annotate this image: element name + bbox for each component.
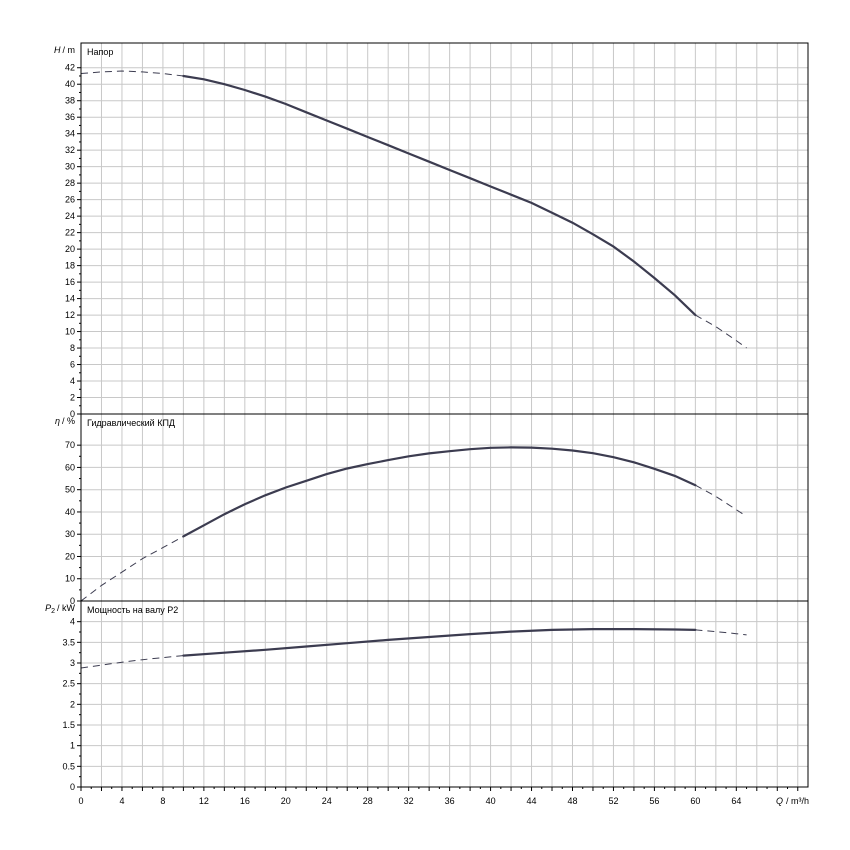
y-tick-label: 40 xyxy=(65,79,75,89)
x-tick-label: 64 xyxy=(731,796,741,806)
y-tick-label: 3 xyxy=(70,658,75,668)
x-tick-label: 12 xyxy=(199,796,209,806)
grid-layer xyxy=(81,43,808,787)
y-axis-symbol: P xyxy=(45,603,51,613)
y-tick-label: 42 xyxy=(65,63,75,73)
y-tick-label: 60 xyxy=(65,462,75,472)
x-tick-label: 56 xyxy=(649,796,659,806)
y-tick-label: 14 xyxy=(65,294,75,304)
panel-1-y-axis-label: H / m xyxy=(54,45,75,55)
y-tick-label: 6 xyxy=(70,360,75,370)
y-tick-label: 8 xyxy=(70,343,75,353)
panel-2-y-axis-label: η / % xyxy=(55,416,75,426)
panel-2-frame xyxy=(80,413,809,602)
x-tick-label: 4 xyxy=(119,796,124,806)
y-tick-label: 20 xyxy=(65,244,75,254)
y-tick-label: 40 xyxy=(65,507,75,517)
y-tick-label: 16 xyxy=(65,277,75,287)
y-tick-label: 20 xyxy=(65,551,75,561)
x-tick-label: 16 xyxy=(240,796,250,806)
y-tick-label: 26 xyxy=(65,195,75,205)
x-tick-label: 24 xyxy=(322,796,332,806)
y-tick-label: 0 xyxy=(70,596,75,606)
panel-2-curve-segment-1-dashed xyxy=(80,535,184,602)
ticks-layer xyxy=(77,67,799,791)
x-tick-label: 28 xyxy=(363,796,373,806)
y-axis-symbol: η xyxy=(55,416,60,426)
panel-1-curve-segment-1-dashed xyxy=(80,70,184,77)
y-tick-label: 30 xyxy=(65,162,75,172)
y-tick-label: 38 xyxy=(65,96,75,106)
x-tick-label: 40 xyxy=(486,796,496,806)
y-axis-unit: / m xyxy=(63,45,76,55)
curves-layer xyxy=(80,70,747,669)
x-tick-label: 20 xyxy=(281,796,291,806)
x-tick-label: 48 xyxy=(567,796,577,806)
panel-1-curve-segment-2-solid xyxy=(182,74,697,317)
x-tick-label: 8 xyxy=(160,796,165,806)
panel-3-frame xyxy=(80,600,809,788)
x-axis-label: Q / m³/h xyxy=(776,796,809,806)
x-tick-label: 44 xyxy=(527,796,537,806)
y-tick-label: 50 xyxy=(65,485,75,495)
y-tick-label: 36 xyxy=(65,112,75,122)
y-tick-label: 10 xyxy=(65,574,75,584)
y-tick-label: 2 xyxy=(70,699,75,709)
y-tick-label: 22 xyxy=(65,228,75,238)
x-tick-label: 36 xyxy=(445,796,455,806)
y-tick-label: 1.5 xyxy=(62,720,75,730)
y-tick-label: 4 xyxy=(70,376,75,386)
y-tick-label: 24 xyxy=(65,211,75,221)
y-tick-label: 2 xyxy=(70,393,75,403)
y-tick-label: 2.5 xyxy=(62,679,75,689)
y-axis-subscript: 2 xyxy=(51,608,55,615)
y-tick-label: 30 xyxy=(65,529,75,539)
panel-1-title: Напор xyxy=(87,47,113,57)
y-tick-label: 1 xyxy=(70,741,75,751)
x-axis-symbol: Q xyxy=(776,796,783,806)
y-tick-label: 4 xyxy=(70,617,75,627)
frames-layer xyxy=(80,42,809,788)
panel-3-curve-segment-1-dashed xyxy=(80,655,184,669)
panel-2-title: Гидравлический КПД xyxy=(87,418,175,428)
y-tick-label: 0 xyxy=(70,782,75,792)
y-tick-label: 28 xyxy=(65,178,75,188)
panel-3-y-axis-label: P2/ kW xyxy=(45,603,75,615)
x-tick-label: 52 xyxy=(608,796,618,806)
x-tick-label: 60 xyxy=(690,796,700,806)
panel-3-title: Мощность на валу P2 xyxy=(87,605,178,615)
y-tick-label: 34 xyxy=(65,129,75,139)
y-tick-label: 10 xyxy=(65,327,75,337)
panel-1-frame xyxy=(80,42,809,415)
y-axis-unit: / % xyxy=(62,416,75,426)
y-tick-label: 12 xyxy=(65,310,75,320)
y-tick-label: 70 xyxy=(65,440,75,450)
x-tick-label: 0 xyxy=(78,796,83,806)
panel-1-curve-segment-3-dashed xyxy=(695,314,747,349)
labels-layer: 024681012141618202224262830323436384042Н… xyxy=(45,45,809,806)
x-axis-unit: / m³/h xyxy=(786,796,809,806)
panel-2-curve-segment-3-dashed xyxy=(695,484,747,517)
y-tick-label: 32 xyxy=(65,145,75,155)
x-tick-label: 32 xyxy=(404,796,414,806)
y-tick-label: 3.5 xyxy=(62,637,75,647)
y-tick-label: 0.5 xyxy=(62,761,75,771)
y-axis-unit: / kW xyxy=(57,603,76,613)
panel-3-curve-segment-3-dashed xyxy=(695,629,747,636)
panel-3-curve-segment-2-solid xyxy=(182,627,697,657)
panel-2-curve-segment-2-solid xyxy=(182,446,697,538)
y-axis-symbol: H xyxy=(54,45,61,55)
y-tick-label: 0 xyxy=(70,409,75,419)
y-tick-label: 18 xyxy=(65,261,75,271)
